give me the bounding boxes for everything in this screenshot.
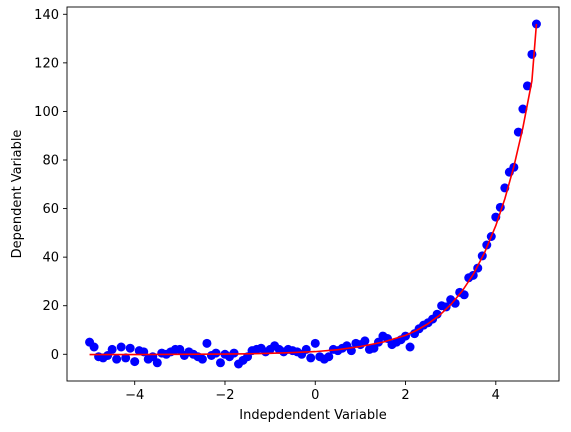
data-point	[310, 338, 320, 348]
data-point	[405, 342, 415, 352]
data-point	[215, 358, 225, 368]
x-tick-label: −4	[125, 388, 144, 403]
data-point	[116, 342, 126, 352]
x-axis: −4 −2 0 2 4	[125, 381, 500, 403]
y-axis: 0 20 40 60 80 100 120 140	[34, 8, 67, 363]
data-point	[211, 348, 221, 358]
data-point	[229, 348, 239, 358]
plot-marks	[85, 19, 541, 369]
fit-line	[89, 23, 538, 356]
data-point	[197, 354, 207, 364]
data-point	[89, 342, 99, 352]
y-tick-label: 140	[34, 8, 59, 23]
data-point	[121, 353, 131, 363]
data-point	[125, 343, 135, 353]
y-tick-label: 20	[42, 299, 59, 314]
data-point	[324, 352, 334, 362]
y-tick-label: 100	[34, 105, 59, 120]
data-point	[112, 354, 122, 364]
data-point	[360, 336, 370, 346]
data-point	[522, 81, 532, 91]
data-point	[130, 357, 140, 367]
x-tick-label: 2	[401, 388, 409, 403]
plot-frame	[66, 6, 560, 382]
x-tick-label: 4	[492, 388, 500, 403]
y-tick-label: 40	[42, 251, 59, 266]
data-point	[107, 344, 117, 354]
x-axis-label: Indepdendent Variable	[239, 408, 386, 423]
y-tick-label: 0	[51, 348, 59, 363]
y-tick-label: 60	[42, 202, 59, 217]
data-point	[306, 353, 316, 363]
x-tick-label: −2	[215, 388, 234, 403]
y-axis-label: Dependent Variable	[10, 130, 25, 259]
data-point	[441, 302, 451, 312]
data-point	[432, 309, 442, 319]
data-point	[518, 104, 528, 114]
x-tick-label: 0	[311, 388, 319, 403]
data-point	[152, 358, 162, 368]
y-tick-label: 80	[42, 154, 59, 169]
y-tick-label: 120	[34, 56, 59, 71]
data-point	[202, 338, 212, 348]
